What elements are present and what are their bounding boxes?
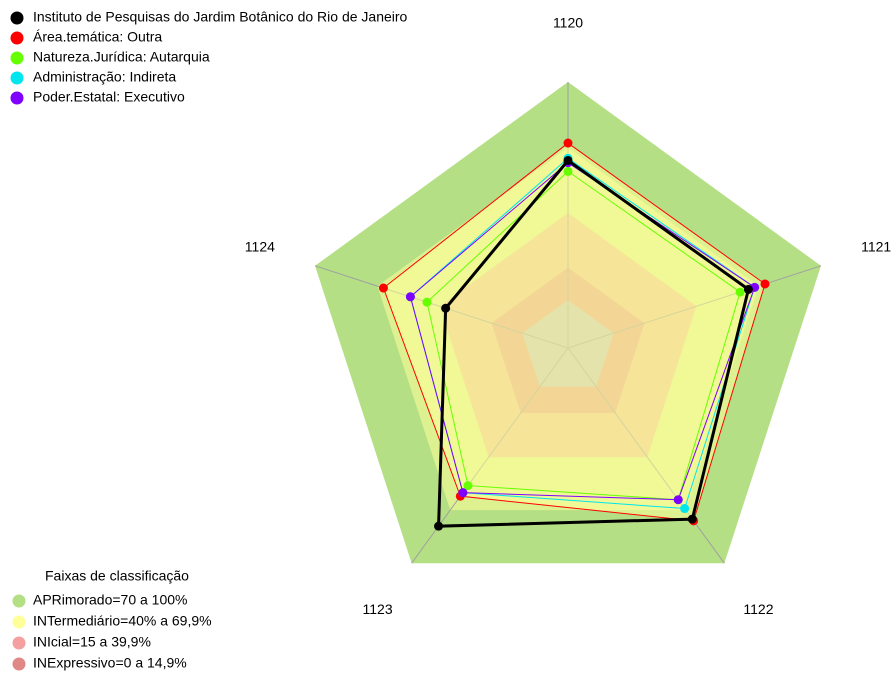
series-point bbox=[743, 284, 753, 294]
series-point bbox=[735, 287, 745, 297]
series-line bbox=[382, 142, 766, 522]
series-line bbox=[437, 158, 751, 528]
series-point bbox=[563, 138, 573, 148]
band-legend-label: INTermediário=40% a 69,9% bbox=[33, 613, 212, 629]
bands-legend-title: Faixas de classificação bbox=[45, 568, 189, 584]
legend-label: Poder.Estatal: Executivo bbox=[33, 89, 185, 105]
series-point bbox=[563, 166, 573, 176]
axis-label: 1120 bbox=[553, 15, 583, 31]
series-point bbox=[378, 283, 388, 293]
series-point bbox=[680, 504, 690, 514]
series-point bbox=[760, 279, 770, 289]
band-legend-swatch bbox=[12, 615, 26, 629]
series-point bbox=[441, 303, 451, 313]
axis-label: 1124 bbox=[245, 239, 275, 255]
series-point bbox=[673, 495, 683, 505]
legend-label: Área.temática: Outra bbox=[33, 29, 162, 45]
axis-label: 1123 bbox=[363, 601, 393, 617]
band-legend-label: INExpressivo=0 a 14,9% bbox=[33, 655, 187, 671]
legend-label: Instituto de Pesquisas do Jardim Botânic… bbox=[33, 9, 408, 25]
legend-label: Administração: Indireta bbox=[33, 69, 176, 85]
legend-swatch bbox=[10, 71, 24, 85]
series-point bbox=[405, 292, 415, 302]
legend-swatch bbox=[10, 91, 24, 105]
band-legend-swatch bbox=[12, 657, 26, 671]
band-legend-label: INIcial=15 a 39,9% bbox=[33, 634, 151, 650]
series-point bbox=[463, 481, 473, 491]
legend-swatch bbox=[10, 11, 24, 25]
series-point bbox=[687, 514, 697, 524]
series-point bbox=[434, 521, 444, 531]
legend-swatch bbox=[10, 31, 24, 45]
series-line bbox=[409, 162, 756, 501]
axis-label: 1122 bbox=[743, 601, 773, 617]
series-point bbox=[422, 297, 432, 307]
band-legend-swatch bbox=[12, 594, 26, 608]
legend-label: Natureza.Jurídica: Autarquia bbox=[33, 49, 210, 65]
series-line bbox=[409, 157, 756, 510]
axis-label: 1121 bbox=[861, 239, 891, 255]
band-legend-label: APRimorado=70 a 100% bbox=[33, 592, 188, 608]
series-point bbox=[458, 488, 468, 498]
series-point bbox=[563, 155, 573, 165]
band-legend-swatch bbox=[12, 636, 26, 650]
legend-swatch bbox=[10, 51, 24, 65]
series-line bbox=[426, 170, 741, 501]
